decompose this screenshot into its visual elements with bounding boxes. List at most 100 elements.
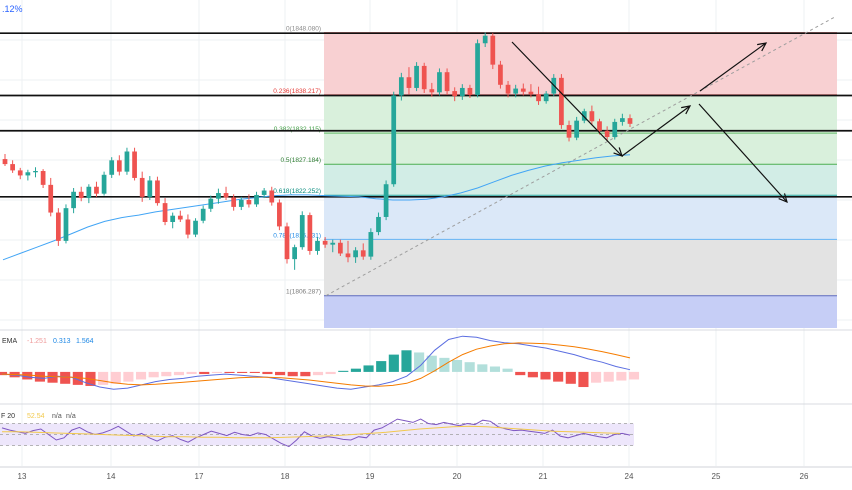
candle-body — [498, 64, 503, 85]
candle-body — [437, 72, 442, 93]
candle-body — [414, 65, 419, 88]
trend-line[interactable] — [325, 17, 835, 297]
fib-label-0: 0(1848.080) — [286, 26, 321, 33]
macd-histogram-bar — [262, 371, 273, 375]
arrow-shaft-3 — [698, 103, 788, 203]
candle-body — [78, 191, 84, 199]
candle-body — [55, 212, 61, 241]
arrow-shaft-2 — [699, 42, 767, 92]
fib-label-0.618: 0.618(1822.252) — [273, 188, 321, 195]
candle-body — [421, 65, 427, 90]
candle-body — [223, 193, 229, 198]
candle-body — [581, 111, 587, 121]
candle-body — [490, 35, 496, 65]
candle-body — [238, 199, 244, 207]
candle-body — [284, 226, 290, 260]
time-axis-label: 21 — [539, 472, 548, 481]
arrow-head-3 — [778, 193, 788, 204]
candle-body — [566, 125, 572, 138]
macd-histogram-bar — [578, 371, 589, 388]
macd-histogram-bar — [224, 371, 235, 373]
candle-body — [482, 35, 488, 44]
candle-body — [604, 130, 610, 138]
macd-histogram-bar — [502, 368, 513, 372]
time-axis-label: 24 — [625, 472, 634, 481]
rsi-pane: F 20 52.54 n/a n/a — [0, 413, 634, 448]
candle-body — [63, 208, 69, 241]
fib-zone-extension — [324, 295, 837, 328]
candle-body — [246, 199, 252, 205]
candle-body — [71, 191, 76, 209]
macd-histogram-bar — [135, 371, 147, 380]
candle-body — [177, 215, 183, 220]
macd-histogram-bar — [34, 371, 45, 382]
candle-body — [322, 240, 328, 245]
candle-body — [589, 111, 595, 122]
candle-body — [574, 120, 580, 138]
candle-body — [429, 89, 435, 93]
candle-body — [338, 242, 343, 254]
candle-body — [208, 198, 214, 209]
macd-legend-item: 1.564 — [76, 338, 94, 345]
macd-histogram-bar — [553, 371, 564, 382]
candle-body — [170, 215, 176, 222]
macd-histogram-bar — [515, 371, 526, 376]
macd-histogram-bar — [287, 371, 298, 377]
candle-body — [627, 118, 633, 124]
macd-histogram-bar — [464, 362, 475, 372]
candle-body — [40, 171, 46, 185]
macd-histogram-bar — [110, 371, 121, 384]
macd-histogram-bar — [350, 368, 361, 372]
candle-body — [299, 215, 305, 248]
candle-body — [620, 118, 625, 122]
time-axis: 13 14 17 18 19 20 21 24 25 26 — [0, 466, 852, 481]
macd-histogram-bar — [489, 366, 501, 372]
candle-body — [216, 193, 221, 199]
macd-histogram-bar — [186, 371, 197, 375]
arrow-shaft-0 — [511, 41, 623, 157]
candle-body — [330, 242, 336, 245]
macd-histogram-bar — [603, 371, 614, 382]
rsi-legend-item: F 20 — [1, 413, 15, 420]
candle-body — [292, 247, 297, 260]
fib-zone-0.5 — [324, 164, 837, 196]
macd-histogram-bar — [312, 371, 324, 376]
candle-body — [17, 170, 23, 176]
macd-legend-item: EMA — [2, 338, 18, 345]
macd-legend-item: 0.313 — [53, 338, 71, 345]
candle-body — [475, 43, 480, 95]
macd-histogram-bar — [22, 371, 33, 380]
macd-histogram-bar — [628, 371, 640, 380]
candle-body — [360, 250, 366, 257]
candle-body — [368, 232, 374, 257]
macd-histogram-bar — [591, 371, 602, 383]
macd-histogram-bar — [388, 354, 399, 372]
candle-body — [109, 160, 115, 175]
candle-body — [254, 194, 259, 205]
arrow-head-1 — [681, 105, 692, 115]
macd-histogram-bar — [451, 360, 463, 372]
time-axis-label: 26 — [800, 472, 809, 481]
candle-body — [200, 208, 206, 221]
candle-body — [383, 184, 389, 217]
candle-body — [193, 220, 198, 235]
fib-retracement[interactable]: 0(1848.080) 0.236(1838.217) 0.382(1832.115… — [273, 26, 837, 328]
time-axis-label: 25 — [712, 472, 721, 481]
macd-histogram-bar — [325, 371, 336, 375]
fib-zone-0.618 — [324, 195, 837, 240]
fib-label-0.236: 0.236(1838.217) — [273, 88, 321, 95]
projection-arrows[interactable] — [511, 41, 788, 204]
time-axis-label: 20 — [453, 472, 462, 481]
candle-body — [277, 202, 282, 227]
macd-histogram-bar — [148, 371, 159, 378]
macd-histogram-bar — [376, 361, 387, 372]
candle-body — [33, 171, 38, 173]
trend-line-dashed — [325, 17, 835, 297]
ema-polyline — [2, 154, 631, 261]
macd-signal-line — [1, 342, 631, 387]
macd-histogram-bar — [426, 355, 437, 372]
candle-body — [376, 216, 381, 233]
candle-body — [543, 93, 549, 102]
rsi-legend-item: n/a — [66, 413, 76, 420]
